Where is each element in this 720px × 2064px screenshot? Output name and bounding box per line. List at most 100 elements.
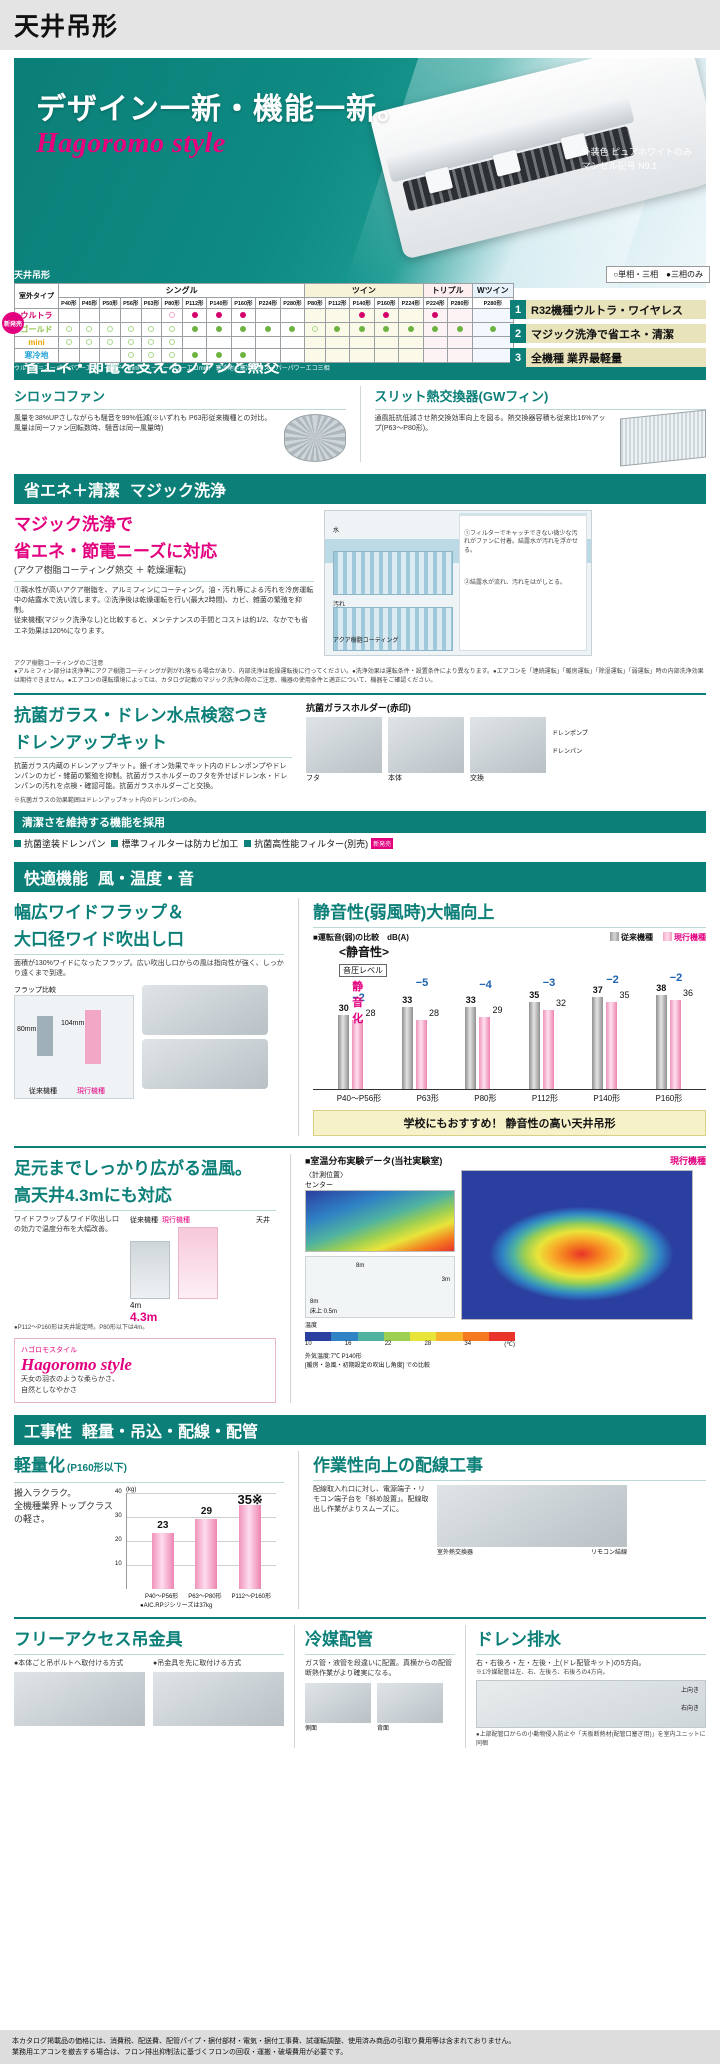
flap-old-value: 80mm <box>17 1026 37 1034</box>
room-dim-depth: 8m <box>310 1298 319 1305</box>
label-dirt: 汚れ <box>333 602 346 608</box>
photo-caption: 交換 <box>470 775 484 783</box>
flap-new-label: 現行機種 <box>77 1088 105 1096</box>
noise-delta: −2 <box>352 991 365 1004</box>
drain-note: ※抗菌ガラスの効果範囲はドレンアップキット内のドレンパンのみ。 <box>14 797 201 804</box>
refrig-cap-2: 背面 <box>377 1725 390 1732</box>
experiment-condition-2: [暖房・急風・初期設定の吹出し角度] での比較 <box>305 1362 431 1369</box>
drain-title-2: ドレンアップキット <box>14 733 167 753</box>
section-comfort-bar: 快適機能 風・温度・音 <box>14 861 706 892</box>
spec-col-header: P63形 <box>140 297 163 309</box>
noise-bar-group: 38 36 −2 <box>655 972 693 1089</box>
bullet-icon <box>244 839 252 847</box>
photo-caption: フタ <box>306 775 320 783</box>
section-warm-air: 足元までしっかり広がる温風。 高天井4.3mにも対応 ワイドフラップ＆ワイド吹出… <box>14 1145 706 1403</box>
spec-cell <box>119 336 142 349</box>
section-magic-wash: 省エネ＋清潔 マジック洗浄 マジック洗浄で 省エネ・節電ニーズに対応 (アクア樹… <box>14 474 706 685</box>
availability-dot-icon <box>215 325 222 332</box>
photo-caption: 本体 <box>388 775 402 783</box>
noise-bar-new: 28 <box>352 1008 375 1089</box>
noise-bar-group: 33 29 −4 <box>465 979 502 1089</box>
exterior-color-note: 外装色 ピュアホワイトのみ マンセル記号 N9.1 <box>581 147 692 171</box>
spec-table-container: 天井吊形 ○単相・三相 ●三相のみ 新発売 室外タイプ シングル ツイン トリプル Wツ… <box>2 266 710 374</box>
free-item-1: ●本体ごと吊ボルトへ取付ける方式 <box>14 1659 124 1667</box>
spec-cell <box>99 308 121 323</box>
availability-dot-icon <box>432 325 439 332</box>
experiment-new-label: 現行機種 <box>669 1155 706 1166</box>
spec-cell <box>373 308 400 323</box>
refrig-title: 冷媒配管 <box>305 1629 373 1649</box>
weight-ylabel: (kg) <box>126 1486 137 1493</box>
noise-category-label: P112形 <box>531 1093 558 1103</box>
spec-col-header: P112形 <box>324 297 351 309</box>
weight-title-sub: (P160形以下) <box>67 1462 128 1474</box>
spec-cell <box>324 322 351 337</box>
weight-footnote: ●AIC.RPジシリーズは37kg <box>140 1602 213 1609</box>
wiring-feature: 作業性向上の配線工事 配線取入れ口に対し、電源端子・リモコン端子台を「斜め設置」… <box>313 1451 706 1609</box>
spec-cell <box>230 308 257 323</box>
fan-feature: シロッコファン 風量を38%UPさしながらも騒音を99%低減(※いずれも P63… <box>14 386 346 462</box>
experiment-condition-1: 外気温度:7℃ P140形 <box>305 1353 362 1360</box>
noise-delta: −2 <box>606 974 619 987</box>
spec-cell <box>304 322 326 337</box>
room-dim-height: 3m <box>441 1276 450 1283</box>
sirocco-fan-illustration <box>283 414 346 462</box>
noise-chart-legend: 従来機種 現行機種 <box>610 931 706 943</box>
section-drain: 抗菌ガラス・ドレン水点検窓つき ドレンアップキット 抗菌ガラス内蔵のドレンアップ… <box>14 693 706 850</box>
flap-feature: 幅広ワイドフラップ＆ 大口径ワイド吹出し口 面積が130%ワイドになったフラップ… <box>14 898 284 1136</box>
noise-value-new: 28 <box>365 1007 376 1018</box>
wiring-title: 作業性向上の配線工事 <box>313 1455 483 1475</box>
weight-feature: 軽量化 (P160形以下) 搬入ラクラク。 全機種業界トップクラスの軽さ。 (k… <box>14 1451 284 1609</box>
spec-col-header: P280形 <box>447 297 473 309</box>
spec-col-header: P140形 <box>206 297 232 309</box>
clean-features-bar: 清潔さを維持する機能を採用 <box>14 810 706 833</box>
warm-cmp-new: 現行機種 <box>162 1216 190 1224</box>
noise-x-labels: P40～P56形 P63形 P80形 P112形 P140形 P160形 <box>313 1093 706 1104</box>
spec-cell <box>324 336 351 349</box>
availability-dot-icon <box>169 351 176 358</box>
section-comfort: 快適機能 風・温度・音 幅広ワイドフラップ＆ 大口径ワイド吹出し口 面積が130… <box>14 861 706 1136</box>
noise-bar-old: 33 <box>465 995 477 1089</box>
spec-cell <box>398 336 424 349</box>
noise-category-label: P140形 <box>593 1093 621 1103</box>
spec-cell <box>304 308 326 323</box>
warm-cmp-old: 従来機種 <box>130 1216 158 1224</box>
height-4m: 4m <box>130 1300 142 1310</box>
section-energy-title: 省エネ・節電を支えるファンと熱交 <box>24 359 280 376</box>
flap-title-1: 幅広ワイドフラップ＆ <box>14 902 184 922</box>
section-install-title-a: 工事性 <box>24 1423 73 1441</box>
availability-dot-icon <box>169 311 176 318</box>
model-availability-table: 室外タイプ シングル ツイン トリプル Wツイン P40形 P45形 P50形 P56形 P63… <box>14 283 515 363</box>
spec-cell <box>181 322 208 337</box>
spec-cell <box>471 336 515 349</box>
wiring-cap-1: 室外熱交換器 <box>437 1549 474 1556</box>
spec-group-header: ツイン <box>304 283 424 298</box>
drain-dis-note: ※1冷媒配管は左、右、左後ろ、右後ろの4方向。 <box>476 1669 609 1676</box>
noise-delta: −2 <box>669 971 683 984</box>
spec-cell <box>255 322 281 337</box>
availability-dot-icon <box>191 325 198 332</box>
hagoromo-subtitle: ハゴロモスタイル <box>21 1347 77 1355</box>
spec-cell <box>304 336 326 349</box>
new-badge: 新発売 <box>2 312 24 334</box>
free-title: フリーアクセス吊金具 <box>14 1629 183 1649</box>
page-title: 天井吊形 <box>14 13 119 41</box>
availability-dot-icon <box>264 325 271 332</box>
spec-cell <box>279 348 306 363</box>
noise-delta: −4 <box>479 979 492 992</box>
spec-cell <box>324 348 351 363</box>
noise-bar-new: 36 <box>669 988 693 1089</box>
spec-cell <box>206 322 232 337</box>
legend-old: 従来機種 <box>610 931 653 943</box>
drain-photos: 抗菌ガラスホルダー(赤印) フタ 本体 交換 ドレンポンプ ドレンパン <box>306 701 706 805</box>
noise-bar-group: 33 28 −5 <box>401 977 439 1089</box>
spec-col-header: P80形 <box>304 297 326 309</box>
noise-bar-new: 28 <box>415 1008 439 1089</box>
refrig-body: ガス管・液管を段違いに配置。真横からの配管断熱作業がより確実になる。 <box>305 1659 452 1677</box>
label-aqua-resin: アクア樹脂コーティング <box>333 638 399 644</box>
magic-body: ①親水性が高いアクア樹脂を、アルミフィンにコーティング。油・汚れ等による汚れを冷… <box>14 587 314 635</box>
spec-col-header: P160形 <box>373 297 400 309</box>
spec-cell <box>349 336 375 349</box>
spec-cell <box>398 348 424 363</box>
callout-2: ②結露水が流れ、汚れをはがしとる。 <box>464 580 567 587</box>
